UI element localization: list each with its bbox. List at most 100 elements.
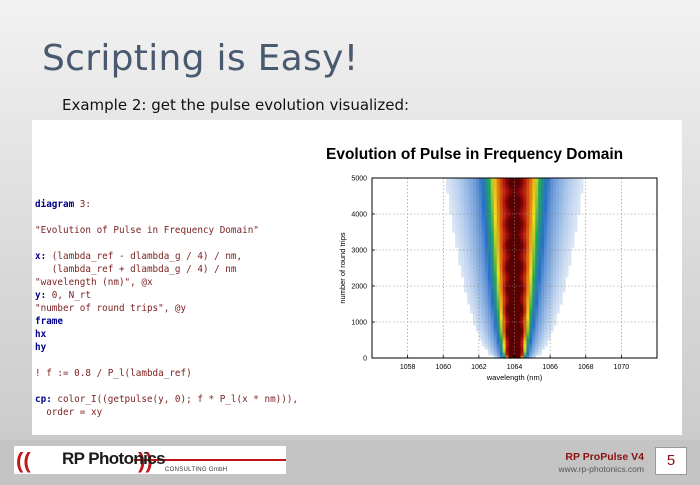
heatmap-cell [467,283,471,287]
heatmap-cell [478,325,483,329]
heatmap-cell [511,346,516,350]
heatmap-cell [502,343,507,347]
heatmap-cell [487,259,492,263]
heatmap-cell [547,208,551,212]
heatmap-cell [484,187,489,191]
heatmap-cell [535,238,539,242]
heatmap-cell [538,241,542,245]
heatmap-cell [475,304,480,308]
heatmap-cell [511,313,516,317]
heatmap-cell [461,199,465,203]
heatmap-cell [484,178,489,182]
heatmap-cell [487,181,492,185]
heatmap-cell [544,343,548,347]
heatmap-cell [526,337,530,341]
heatmap-cell [511,349,516,353]
heatmap-cell [464,232,468,236]
heatmap-cell [472,274,477,278]
heatmap-cell [493,253,498,257]
heatmap-cell [487,337,492,341]
heatmap-cell [493,352,498,356]
heatmap-cell [538,271,542,275]
heatmap-cell [475,277,480,281]
heatmap-cell [499,193,504,197]
heatmap-cell [541,193,545,197]
heatmap-cell [573,178,578,182]
heatmap-cell [490,289,495,293]
heatmap-cell [484,250,489,254]
heatmap-cell [511,301,516,305]
heatmap-cell [455,244,459,248]
heatmap-cell [496,220,501,224]
heatmap-cell [493,298,498,302]
heatmap-cell [496,181,501,185]
heatmap-cell [511,193,516,197]
heatmap-cell [502,280,507,284]
heatmap-cell [550,298,554,302]
heatmap-cell [502,217,507,221]
heatmap-cell [508,328,513,332]
heatmap-cell [532,316,536,320]
heatmap-cell [511,295,516,299]
heatmap-cell [567,214,572,218]
heatmap-cell [556,277,560,281]
heatmap-cell [469,304,474,308]
heatmap-cell [529,235,533,239]
heatmap-cell [487,202,492,206]
heatmap-cell [467,214,471,218]
heatmap-cell [541,214,545,218]
heatmap-cell [499,229,504,233]
slide-subtitle: Example 2: get the pulse evolution visua… [62,96,410,114]
heatmap-cell [544,298,548,302]
heatmap-cell [523,253,527,257]
heatmap-cell [532,343,536,347]
heatmap-cell [520,220,525,224]
heatmap-cell [535,280,539,284]
heatmap-cell [511,232,516,236]
heatmap-cell [496,214,501,218]
heatmap-cell [562,256,566,260]
heatmap-cell [505,343,510,347]
heatmap-cell [562,235,566,239]
heatmap-cell [467,298,471,302]
heatmap-cell [511,310,516,314]
heatmap-cell [505,217,510,221]
heatmap-cell [514,298,519,302]
heatmap-cell [496,265,501,269]
heatmap-cell [478,193,483,197]
heatmap-cell [562,280,566,284]
y-tick-label: 1000 [351,320,367,327]
heatmap-cell [544,268,548,272]
heatmap-cell [472,298,477,302]
heatmap-cell [562,277,566,281]
heatmap-cell [458,256,462,260]
heatmap-cell [529,280,533,284]
heatmap-cell [523,211,527,215]
heatmap-cell [505,253,510,257]
heatmap-cell [487,178,492,182]
heatmap-cell [475,289,480,293]
heatmap-cell [523,316,527,320]
heatmap-cell [484,181,489,185]
heatmap-cell [502,313,507,317]
heatmap-cell [484,184,489,188]
heatmap-cell [517,337,522,341]
heatmap-cell [467,181,471,185]
heatmap-cell [535,235,539,239]
heatmap-cell [490,217,495,221]
heatmap-cell [553,244,557,248]
heatmap-cell [490,235,495,239]
heatmap-cell [490,196,495,200]
heatmap-cell [502,244,507,248]
heatmap-cell [553,250,557,254]
heatmap-cell [529,313,533,317]
heatmap-cell [487,247,492,251]
heatmap-cell [526,268,530,272]
heatmap-cell [505,313,510,317]
heatmap-cell [469,289,474,293]
heatmap-cell [547,226,551,230]
heatmap-cell [529,271,533,275]
heatmap-cell [532,286,536,290]
heatmap-cell [458,202,462,206]
heatmap-cell [496,280,501,284]
